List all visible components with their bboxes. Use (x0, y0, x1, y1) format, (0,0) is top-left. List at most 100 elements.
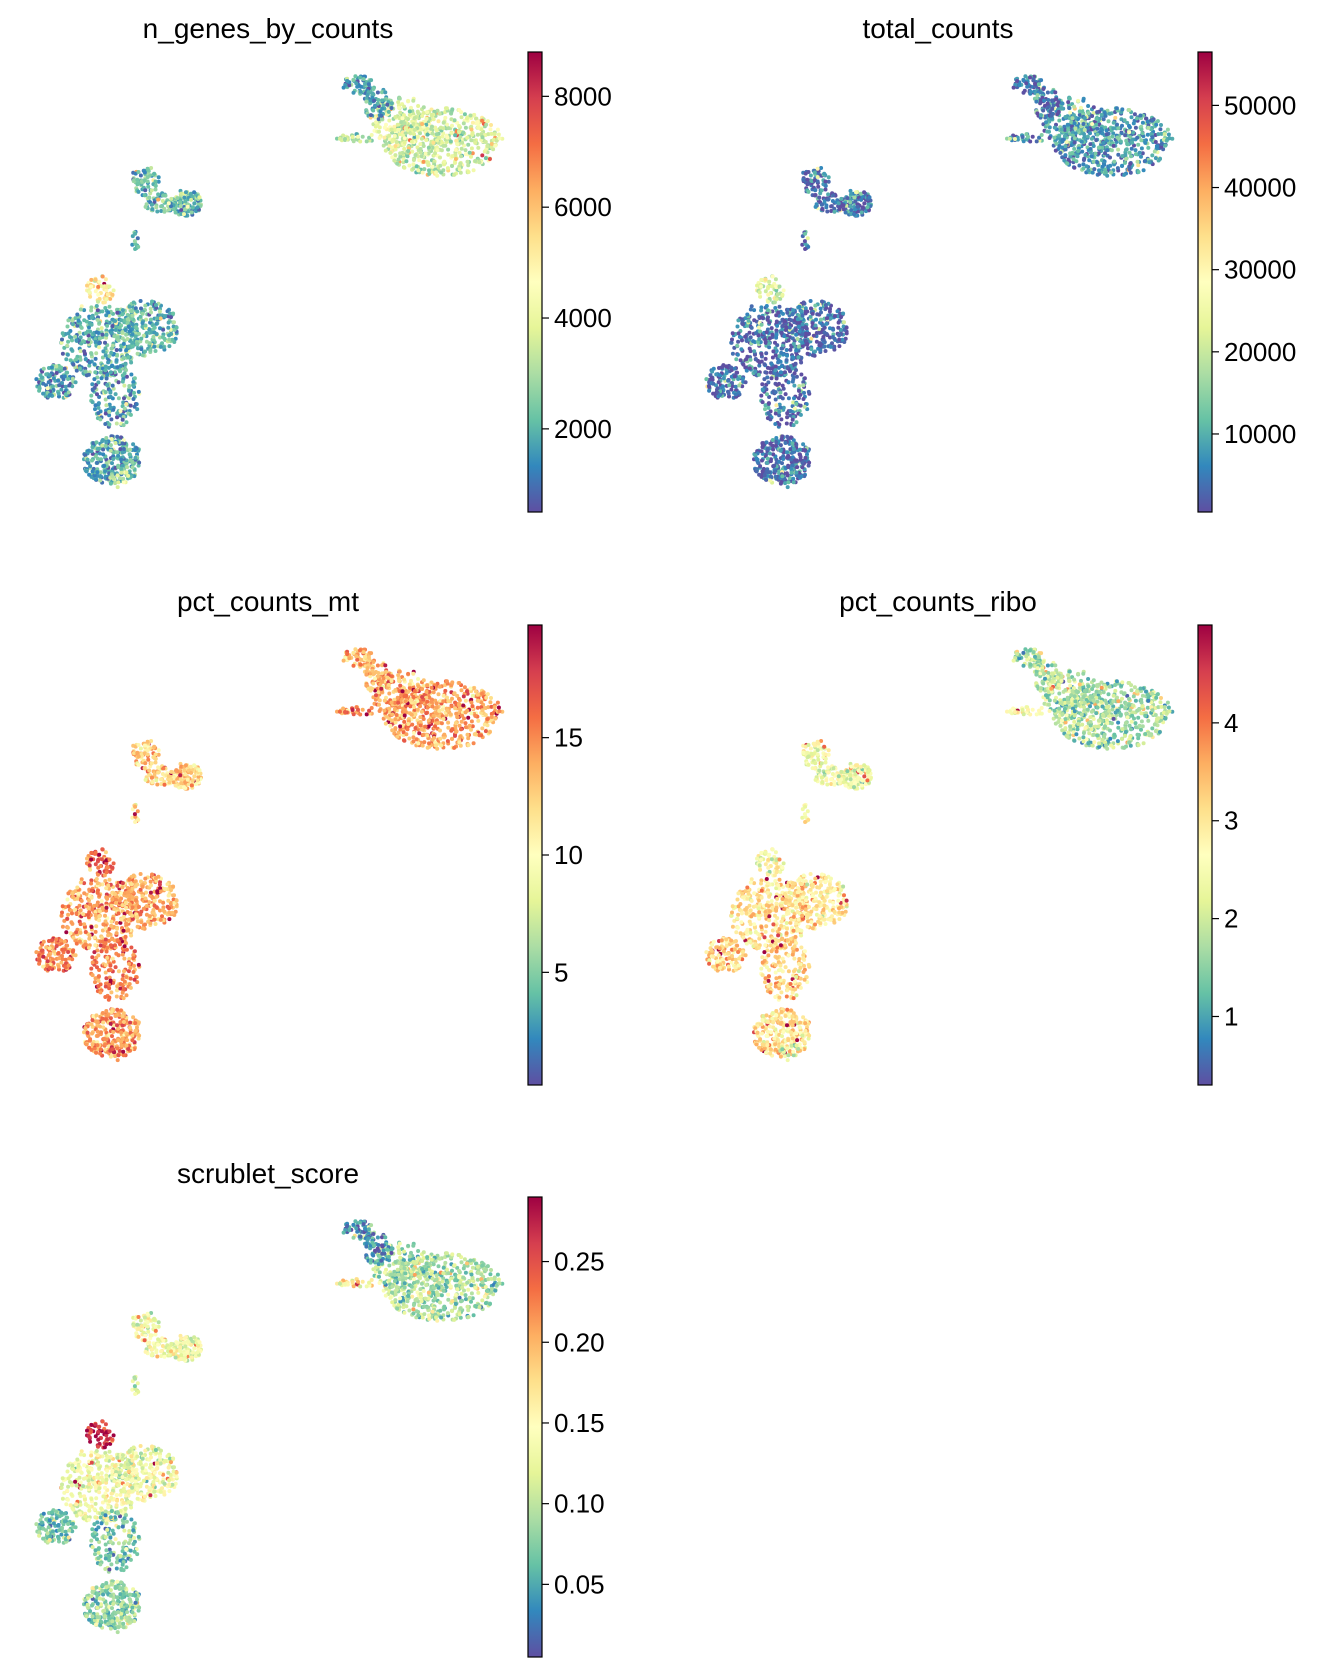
cell-point (859, 210, 864, 215)
cell-point (778, 394, 783, 399)
cell-point (766, 299, 770, 304)
cell-point (66, 390, 71, 395)
cell-point (99, 457, 103, 462)
cell-point (766, 411, 771, 416)
cell-point (169, 315, 173, 320)
cell-point (129, 309, 134, 314)
cell-point (152, 330, 157, 335)
cell-point (66, 331, 71, 336)
cell-point (103, 353, 108, 358)
cell-point (470, 151, 475, 156)
cell-point (470, 120, 475, 125)
cell-point (441, 143, 446, 148)
cell-point (457, 167, 462, 172)
cell-point (155, 209, 160, 214)
cell-point (778, 443, 783, 448)
cell-point (435, 108, 440, 113)
cell-point (737, 383, 742, 388)
cell-point (420, 743, 425, 748)
cell-point (465, 159, 470, 164)
cell-point (779, 330, 784, 335)
cell-point (785, 450, 789, 455)
cell-point (496, 132, 501, 137)
cell-point (790, 330, 795, 335)
cell-point (1143, 140, 1148, 145)
cell-point (1167, 136, 1172, 141)
cell-point (433, 151, 437, 156)
cell-point (769, 457, 773, 462)
cell-point (96, 299, 100, 304)
cell-point (781, 288, 786, 293)
cell-point (388, 150, 393, 155)
cell-point (469, 138, 474, 143)
cell-point (450, 107, 455, 112)
cell-point (410, 149, 415, 154)
cell-point (422, 740, 427, 745)
cell-point (104, 376, 109, 381)
cell-point (148, 317, 153, 322)
cell-point (100, 443, 105, 448)
cell-point (785, 353, 789, 358)
cell-point (137, 331, 141, 336)
cell-point (1090, 170, 1095, 175)
cell-point (146, 184, 151, 189)
cell-point (765, 470, 770, 475)
cell-point (142, 170, 147, 175)
cell-point (130, 313, 135, 318)
cell-point (444, 106, 449, 111)
cell-point (1125, 142, 1130, 147)
umap-scatter (704, 74, 1175, 490)
cell-point (162, 314, 167, 318)
cell-point (89, 322, 94, 327)
cell-point (457, 740, 462, 745)
cell-point (726, 378, 731, 383)
cell-point (438, 728, 442, 733)
cell-point (120, 330, 125, 335)
cell-point (774, 440, 779, 445)
cell-point (425, 705, 430, 710)
cell-point (70, 318, 75, 323)
cell-point (465, 116, 469, 121)
cell-point (104, 332, 109, 337)
cell-point (446, 152, 451, 157)
cell-point (724, 371, 729, 375)
cell-point (108, 394, 113, 399)
cell-point (783, 392, 788, 397)
cell-point (466, 170, 471, 174)
cell-point (844, 325, 849, 330)
cell-point (743, 334, 748, 339)
cell-point (775, 323, 780, 328)
cell-point (107, 422, 112, 427)
cell-point (458, 135, 463, 140)
cell-point (817, 341, 822, 346)
cell-point (839, 315, 843, 320)
cell-point (1120, 154, 1125, 159)
cell-point (751, 339, 756, 344)
cell-point (760, 400, 765, 405)
cell-point (410, 722, 415, 727)
cell-point (1128, 161, 1133, 166)
cell-point (407, 112, 412, 117)
cell-point (1082, 116, 1087, 120)
cell-point (87, 337, 92, 342)
cell-point (118, 409, 123, 413)
cell-point (95, 460, 100, 465)
cell-point (143, 303, 148, 308)
cell-point (139, 336, 144, 341)
cell-point (98, 370, 103, 375)
cell-point (1120, 164, 1124, 168)
cell-point (108, 443, 113, 448)
cell-point (470, 693, 475, 698)
cell-point (425, 132, 430, 137)
cell-point (719, 365, 724, 370)
cell-point (465, 732, 470, 737)
cell-point (358, 75, 362, 80)
cell-point (1085, 134, 1090, 139)
cell-point (376, 98, 381, 102)
cell-point (801, 383, 806, 388)
cell-point (131, 442, 136, 447)
cell-point (405, 154, 410, 159)
cell-point (463, 152, 468, 157)
cell-point (476, 145, 481, 150)
cell-point (426, 151, 431, 156)
